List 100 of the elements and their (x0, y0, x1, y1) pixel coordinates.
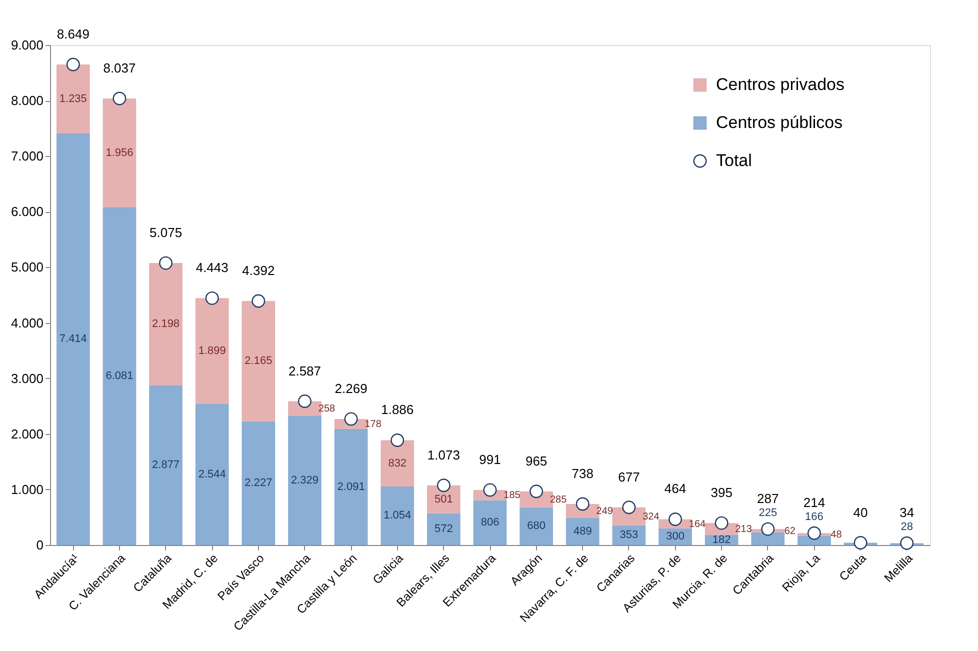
total-label: 34 (900, 505, 914, 520)
y-tick-label: 9.000 (10, 38, 44, 52)
data-label: 806 (480, 516, 500, 529)
bar (195, 404, 229, 545)
data-label: 178 (364, 418, 382, 430)
legend-label: Centros privados (716, 75, 845, 94)
point (66, 58, 80, 72)
y-tick-label: 0 (36, 538, 44, 552)
data-label: 572 (434, 523, 453, 536)
total-label: 214 (803, 495, 826, 510)
data-label: 28 (900, 521, 913, 534)
total-label: 5.075 (150, 225, 182, 240)
y-tick-label: 1.000 (10, 482, 44, 497)
point (714, 516, 728, 530)
data-label: 489 (573, 525, 592, 538)
data-label: 285 (550, 494, 568, 506)
bar (334, 428, 368, 545)
data-label: 2.544 (198, 468, 226, 480)
legend-label: Total (716, 151, 752, 170)
bar (380, 486, 414, 545)
total-label: 4.392 (242, 263, 275, 278)
total-label: 395 (710, 485, 732, 500)
total-label: 40 (853, 504, 868, 520)
bar (427, 513, 460, 545)
point (483, 483, 497, 497)
point (807, 526, 821, 540)
y-tick-label: 8.000 (10, 93, 44, 108)
point (668, 512, 682, 526)
point (390, 434, 404, 447)
data-label: 2.329 (290, 474, 318, 486)
bar (380, 440, 414, 486)
point (530, 484, 544, 498)
total-label: 4.443 (196, 260, 228, 276)
data-label: 1.899 (198, 344, 226, 357)
data-label: 324 (642, 511, 660, 522)
data-label: 2.165 (244, 355, 272, 368)
data-label: 680 (527, 520, 546, 532)
point (900, 536, 914, 550)
bar (56, 133, 90, 545)
bar (566, 518, 600, 545)
bar (102, 98, 136, 208)
data-label: 1.054 (384, 510, 412, 522)
data-label: 2.877 (152, 459, 180, 472)
legend-label: Centros públicos (716, 113, 843, 132)
data-label: 6.081 (106, 370, 134, 382)
y-tick-label: 2.000 (10, 426, 44, 442)
bar (102, 207, 136, 545)
y-tick-label: 4.000 (10, 315, 44, 330)
data-label: 249 (596, 506, 614, 517)
data-label: 832 (388, 457, 407, 470)
data-label: 164 (688, 518, 706, 530)
y-tick-label: 5.000 (10, 260, 44, 275)
y-tick-label: 7.000 (10, 148, 44, 164)
bar (195, 298, 229, 404)
data-label: 185 (504, 490, 521, 502)
total-label: 991 (479, 452, 501, 467)
data-label: 353 (620, 529, 638, 542)
data-label: 2.227 (244, 477, 272, 490)
bar (242, 301, 276, 422)
total-label: 464 (664, 481, 686, 496)
point (252, 294, 266, 308)
data-label: 62 (784, 526, 796, 537)
data-label: 166 (805, 511, 824, 524)
data-label: 300 (666, 530, 684, 543)
data-label: 7.414 (59, 333, 87, 346)
bar (149, 263, 182, 386)
data-label: 2.091 (337, 480, 365, 493)
data-label: 2.198 (152, 318, 180, 330)
total-label: 2.269 (334, 380, 368, 396)
total-label: 677 (618, 469, 640, 484)
point (576, 497, 590, 511)
point (344, 412, 358, 426)
point (436, 478, 450, 492)
point (622, 500, 636, 514)
bar (520, 507, 553, 545)
total-label: 8.037 (103, 60, 136, 76)
bar (473, 500, 507, 545)
point (159, 256, 173, 270)
y-tick-label: 6.000 (10, 204, 44, 220)
bar (242, 421, 276, 545)
point (854, 536, 868, 550)
total-label: 2.587 (288, 363, 322, 378)
bar (288, 416, 322, 545)
data-label: 258 (318, 403, 336, 414)
data-label: 213 (735, 524, 752, 535)
data-label: 1.956 (106, 146, 134, 159)
bar (751, 532, 785, 545)
total-label: 8.649 (56, 26, 90, 42)
data-label: 48 (830, 529, 842, 540)
data-label: 182 (712, 534, 731, 546)
point (298, 394, 312, 408)
y-tick-label: 3.000 (10, 370, 44, 386)
bar (149, 385, 182, 545)
total-label: 287 (757, 491, 779, 506)
data-label: 501 (434, 493, 453, 506)
bar (56, 64, 90, 134)
total-label: 1.886 (381, 402, 414, 418)
point (205, 291, 219, 305)
point (761, 522, 775, 536)
total-label: 965 (525, 453, 548, 468)
